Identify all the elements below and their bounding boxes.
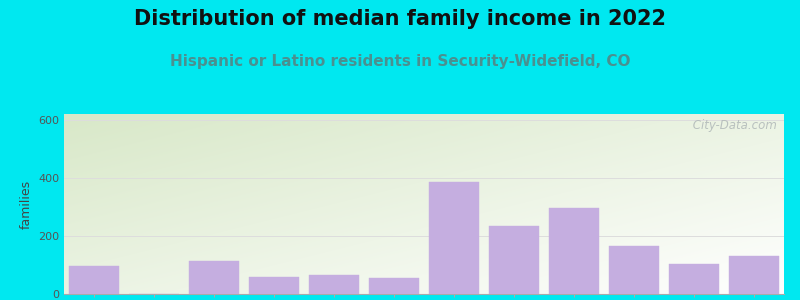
Bar: [370, 278, 418, 294]
Bar: [190, 261, 238, 294]
Bar: [310, 275, 358, 294]
Bar: [550, 208, 598, 294]
Text: City-Data.com: City-Data.com: [689, 119, 777, 132]
Bar: [430, 182, 478, 294]
Y-axis label: families: families: [19, 179, 33, 229]
Bar: [250, 277, 298, 294]
Bar: [490, 226, 538, 294]
Bar: [670, 263, 718, 294]
Text: Distribution of median family income in 2022: Distribution of median family income in …: [134, 9, 666, 29]
Bar: [70, 266, 118, 294]
Bar: [610, 246, 658, 294]
Text: Hispanic or Latino residents in Security-Widefield, CO: Hispanic or Latino residents in Security…: [170, 54, 630, 69]
Bar: [730, 256, 778, 294]
